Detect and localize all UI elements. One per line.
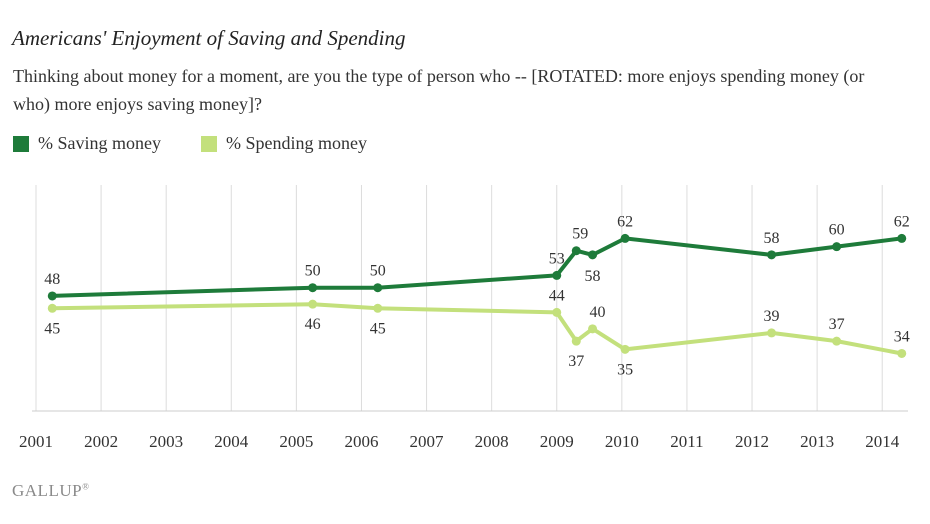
data-point-spending-1	[308, 299, 318, 309]
legend-swatch-spending	[201, 135, 217, 152]
series-line-saving	[50, 236, 904, 298]
data-point-saving-9	[897, 233, 907, 243]
data-label-saving-6: 62	[617, 213, 633, 230]
series-line-spending	[50, 302, 904, 356]
data-point-saving-8	[832, 242, 842, 252]
data-label-spending-0: 45	[44, 320, 60, 337]
x-tick-label-2006: 2006	[344, 432, 378, 451]
legend-swatch-saving	[13, 135, 29, 152]
data-point-spending-5	[588, 324, 598, 334]
legend-item-saving: % Saving money	[13, 133, 161, 154]
legend-label-saving: % Saving money	[38, 133, 161, 153]
x-tick-label-2014: 2014	[865, 432, 900, 451]
data-point-saving-3	[552, 270, 562, 280]
data-point-saving-5	[588, 250, 598, 260]
data-point-spending-3	[552, 307, 562, 317]
data-point-spending-9	[897, 348, 907, 358]
data-label-saving-0: 48	[44, 271, 60, 288]
x-tick-label-2008: 2008	[475, 432, 509, 451]
data-label-spending-7: 39	[764, 308, 780, 325]
data-point-spending-0	[47, 303, 57, 313]
data-label-saving-4: 59	[572, 226, 588, 243]
data-label-spending-3: 44	[549, 287, 565, 304]
data-point-saving-7	[767, 250, 777, 260]
x-tick-label-2001: 2001	[19, 432, 53, 451]
x-tick-label-2005: 2005	[279, 432, 313, 451]
x-tick-label-2010: 2010	[605, 432, 639, 451]
x-tick-label-2007: 2007	[410, 432, 445, 451]
data-point-saving-2	[373, 283, 383, 293]
data-point-spending-6	[620, 344, 630, 354]
data-label-spending-5: 40	[590, 304, 606, 321]
data-point-spending-4	[571, 336, 581, 346]
x-tick-label-2012: 2012	[735, 432, 769, 451]
data-label-spending-2: 45	[370, 320, 386, 337]
data-label-saving-3: 53	[549, 250, 565, 267]
data-label-saving-9: 62	[894, 213, 910, 230]
data-point-saving-4	[571, 246, 581, 256]
legend-item-spending: % Spending money	[201, 133, 367, 154]
data-point-spending-7	[767, 328, 777, 338]
data-label-saving-7: 58	[764, 230, 780, 247]
data-point-saving-6	[620, 233, 630, 243]
data-label-spending-8: 37	[829, 316, 845, 333]
data-point-spending-2	[373, 303, 383, 313]
data-label-saving-2: 50	[370, 263, 386, 280]
x-tick-label-2002: 2002	[84, 432, 118, 451]
data-label-spending-6: 35	[617, 361, 633, 378]
data-label-saving-1: 50	[305, 263, 321, 280]
x-tick-label-2003: 2003	[149, 432, 183, 451]
chart-subtitle: Thinking about money for a moment, are y…	[13, 66, 865, 114]
data-label-saving-8: 60	[829, 222, 845, 239]
legend-label-spending: % Spending money	[226, 133, 367, 153]
registered-mark: ®	[82, 481, 90, 492]
data-label-saving-5: 58	[585, 268, 601, 285]
logo-text: GALLUP	[12, 481, 83, 500]
data-point-saving-1	[308, 283, 318, 293]
data-point-spending-8	[832, 336, 842, 346]
data-label-spending-1: 46	[305, 316, 321, 333]
gallup-logo: GALLUP®	[12, 481, 89, 501]
x-tick-label-2013: 2013	[800, 432, 834, 451]
x-tick-label-2009: 2009	[540, 432, 574, 451]
data-label-spending-4: 37	[568, 353, 584, 370]
data-point-saving-0	[47, 291, 57, 301]
x-tick-label-2011: 2011	[670, 432, 703, 451]
legend: % Saving money % Spending money	[13, 133, 407, 154]
data-label-spending-9: 34	[894, 328, 910, 345]
chart-title: Americans' Enjoyment of Saving and Spend…	[12, 26, 406, 50]
x-tick-label-2004: 2004	[214, 432, 249, 451]
